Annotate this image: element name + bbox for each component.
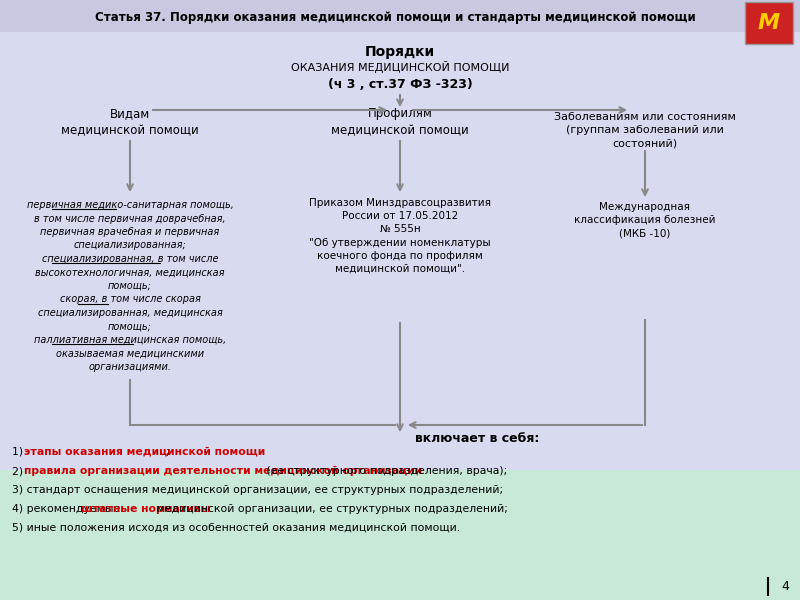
Text: скорая, в том числе скорая: скорая, в том числе скорая <box>59 295 201 304</box>
Text: в том числе первичная доврачебная,: в том числе первичная доврачебная, <box>34 214 226 223</box>
Text: М: М <box>758 13 780 33</box>
Text: Международная
классификация болезней
(МКБ -10): Международная классификация болезней (МК… <box>574 202 716 238</box>
Text: организациями.: организациями. <box>89 362 171 372</box>
Text: Заболеваниям или состояниям
(группам заболеваний или
состояний): Заболеваниям или состояниям (группам заб… <box>554 112 736 148</box>
Text: Порядки: Порядки <box>365 45 435 59</box>
Text: 2): 2) <box>12 466 26 476</box>
Bar <box>0 470 800 600</box>
Text: штатные нормативы: штатные нормативы <box>81 504 210 514</box>
Text: специализированная;: специализированная; <box>74 241 186 251</box>
Text: высокотехнологичная, медицинская: высокотехнологичная, медицинская <box>35 268 225 277</box>
Text: этапы оказания медицинской помощи: этапы оказания медицинской помощи <box>24 447 266 457</box>
Text: первичная врачебная и первичная: первичная врачебная и первичная <box>40 227 220 237</box>
Text: 5) иные положения исходя из особенностей оказания медицинской помощи.: 5) иные положения исходя из особенностей… <box>12 523 460 533</box>
Text: 4) рекомендуемые: 4) рекомендуемые <box>12 504 124 514</box>
Text: 3) стандарт оснащения медицинской организации, ее структурных подразделений;: 3) стандарт оснащения медицинской органи… <box>12 485 503 495</box>
Text: правила организации деятельности медицинской организации: правила организации деятельности медицин… <box>24 466 422 476</box>
Text: специализированная, в том числе: специализированная, в том числе <box>42 254 218 264</box>
Text: Статья 37. Порядки оказания медицинской помощи и стандарты медицинской помощи: Статья 37. Порядки оказания медицинской … <box>94 10 695 23</box>
Text: помощь;: помощь; <box>108 322 152 331</box>
Text: 1): 1) <box>12 447 26 457</box>
Text: специализированная, медицинская: специализированная, медицинская <box>38 308 222 318</box>
Bar <box>0 0 800 32</box>
Text: включает в себя:: включает в себя: <box>415 431 539 445</box>
Bar <box>0 0 800 470</box>
Text: помощь;: помощь; <box>108 281 152 291</box>
Text: (ч 3 , ст.37 ФЗ -323): (ч 3 , ст.37 ФЗ -323) <box>328 77 472 91</box>
Text: ;: ; <box>165 447 168 457</box>
Text: Профилям
медицинской помощи: Профилям медицинской помощи <box>331 107 469 137</box>
Bar <box>745 2 793 44</box>
Text: Приказом Минздравсоцразвития
России от 17.05.2012
№ 555н
"Об утверждении номенкл: Приказом Минздравсоцразвития России от 1… <box>309 198 491 274</box>
Text: паллиативная медицинская помощь,: паллиативная медицинская помощь, <box>34 335 226 345</box>
Text: (ее структурного подразделения, врача);: (ее структурного подразделения, врача); <box>262 466 507 476</box>
Text: Видам
медицинской помощи: Видам медицинской помощи <box>61 107 199 137</box>
Text: первичная медико-санитарная помощь,: первичная медико-санитарная помощь, <box>26 200 234 210</box>
Text: медицинской организации, ее структурных подразделений;: медицинской организации, ее структурных … <box>154 504 508 514</box>
Text: оказываемая медицинскими: оказываемая медицинскими <box>56 349 204 358</box>
Text: 4: 4 <box>781 581 789 593</box>
Text: ОКАЗАНИЯ МЕДИЦИНСКОЙ ПОМОЩИ: ОКАЗАНИЯ МЕДИЦИНСКОЙ ПОМОЩИ <box>290 61 510 73</box>
